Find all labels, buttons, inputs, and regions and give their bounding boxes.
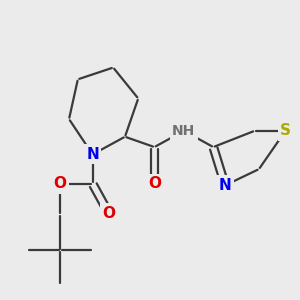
Text: O: O <box>102 206 115 221</box>
Text: N: N <box>86 147 99 162</box>
Text: N: N <box>219 178 232 193</box>
Text: O: O <box>54 176 67 191</box>
Text: O: O <box>148 176 161 191</box>
Text: S: S <box>280 123 291 138</box>
Text: NH: NH <box>172 124 196 138</box>
